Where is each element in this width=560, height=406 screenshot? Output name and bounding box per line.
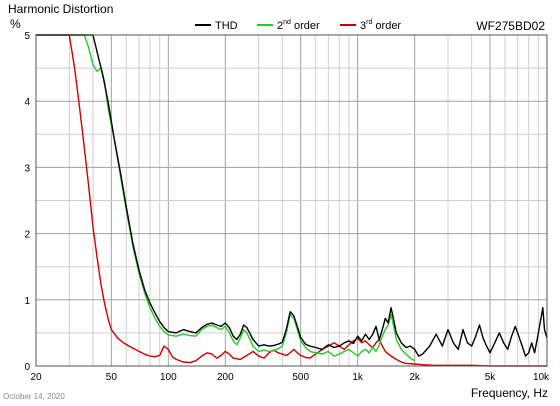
- date-stamp: October 14, 2020: [3, 392, 65, 401]
- y-tick-label: 5: [24, 31, 30, 42]
- series-line-thd: [36, 34, 548, 357]
- x-tick-label: 100: [160, 372, 177, 383]
- y-axis-label: %: [10, 17, 21, 31]
- x-tick-label: 50: [106, 372, 118, 383]
- x-tick-label: 5k: [485, 372, 497, 383]
- x-tick-label: 1k: [352, 372, 364, 383]
- data-curves: [36, 34, 548, 367]
- x-tick-label: 500: [292, 372, 309, 383]
- x-tick-label: 200: [217, 372, 234, 383]
- legend-label: THD: [215, 20, 238, 32]
- series-line-3rd-order: [36, 34, 547, 367]
- y-tick-label: 2: [24, 230, 30, 241]
- plot-frame: [35, 34, 548, 367]
- x-tick-label: 2k: [409, 372, 421, 383]
- legend: THD 2nd order 3rd order: [195, 19, 401, 32]
- x-axis-label: Frequency, Hz: [471, 386, 548, 400]
- grid-lines: [35, 35, 548, 366]
- x-tick-label: 20: [30, 372, 42, 383]
- legend-label: 2nd order: [277, 19, 320, 32]
- y-tick-label: 0: [24, 362, 30, 373]
- x-tick-labels: 20 50 100 200 500 1k 2k 5k 10k: [30, 372, 550, 383]
- y-tick-label: 1: [24, 296, 30, 307]
- series-line-2nd-order: [36, 34, 416, 362]
- model-label: WF275BD02: [476, 19, 545, 33]
- chart-title: Harmonic Distortion: [8, 2, 113, 16]
- legend-label: 3rd order: [360, 19, 401, 32]
- y-tick-label: 4: [24, 97, 30, 108]
- x-tick-label: 10k: [533, 372, 550, 383]
- y-tick-label: 3: [24, 163, 30, 174]
- y-tick-labels: 0 1 2 3 4 5: [24, 31, 30, 373]
